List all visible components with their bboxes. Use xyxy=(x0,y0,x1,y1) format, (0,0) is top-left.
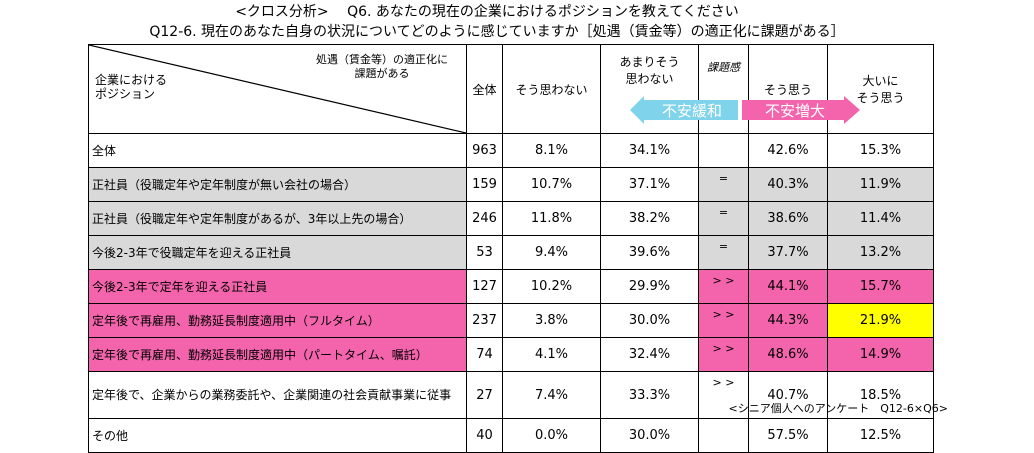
footnote: <シニア個人へのアンケート Q12-6×Q6> xyxy=(728,402,949,415)
row-col1: 10.7% xyxy=(502,167,601,202)
table-row: 正社員（役職定年や定年制度があるが、3年以上先の場合） 246 11.8% 38.2%… xyxy=(88,201,934,236)
row-total: 27 xyxy=(466,371,503,419)
table-row: 定年後で再雇用、勤務延長制度適用中（パートタイム、嘱託） 74 4.1% 32.4% >… xyxy=(88,337,934,372)
row-total: 237 xyxy=(466,303,503,338)
row-col4: 57.5% xyxy=(748,418,828,453)
row-label: 定年後で再雇用、勤務延長制度適用中（パートタイム、嘱託） xyxy=(88,337,467,372)
row-col4: 40.7% xyxy=(748,371,828,419)
row-col5: 14.9% xyxy=(827,337,934,372)
row-total: 963 xyxy=(466,133,503,168)
row-label: 今後2-3年で役職定年を迎える正社員 xyxy=(88,235,467,270)
row-label: 全体 xyxy=(88,133,467,168)
row-col1: 3.8% xyxy=(502,303,601,338)
arrow-overlay: 不安緩和 不安増大 xyxy=(630,96,860,124)
table-row: 定年後で再雇用、勤務延長制度適用中（フルタイム） 237 3.8% 30.0% > >4… xyxy=(88,303,934,338)
row-total: 74 xyxy=(466,337,503,372)
corner-bottom-line-1: 企業における xyxy=(95,73,168,87)
row-label: その他 xyxy=(88,418,467,453)
row-col2: 33.3% xyxy=(600,371,699,419)
row-comparison: > > xyxy=(698,269,749,304)
corner-bottom-label: 企業における ポジション xyxy=(95,73,167,101)
row-col5: 11.4% xyxy=(827,201,934,236)
table-row: 正社員（役職定年や定年制度が無い会社の場合） 159 10.7% 37.1% = 40.3… xyxy=(88,167,934,202)
row-total: 159 xyxy=(466,167,503,202)
row-comparison xyxy=(698,133,749,168)
row-col1: 7.4% xyxy=(502,371,601,419)
row-col2: 30.0% xyxy=(600,303,699,338)
row-col5: 15.7% xyxy=(827,269,934,304)
row-col2: 32.4% xyxy=(600,337,699,372)
title-line-2: Q12-6. 現在のあなた自身の状況についてどのように感じていますか［処遇（賃金… xyxy=(149,24,845,40)
row-total: 127 xyxy=(466,269,503,304)
right-arrow-label: 不安増大 xyxy=(765,102,825,120)
row-label: 正社員（役職定年や定年制度が無い会社の場合） xyxy=(88,167,467,202)
row-comparison: = xyxy=(698,167,749,202)
row-col2: 34.1% xyxy=(600,133,699,168)
row-col5: 11.9% xyxy=(827,167,934,202)
header-col1: そう思わない xyxy=(502,44,601,134)
row-col1: 8.1% xyxy=(502,133,601,168)
row-total: 53 xyxy=(466,235,503,270)
row-comparison: = xyxy=(698,235,749,270)
right-arrow xyxy=(742,96,860,124)
row-col4: 38.6% xyxy=(748,201,828,236)
row-label: 今後2-3年で定年を迎える正社員 xyxy=(88,269,467,304)
header-col2-line-1: あまりそう xyxy=(619,55,680,69)
row-col2: 38.2% xyxy=(600,201,699,236)
header-col2-line-2: 思わない xyxy=(625,72,674,86)
row-total: 246 xyxy=(466,201,503,236)
header-total: 全体 xyxy=(466,44,503,134)
cross-analysis-table: 処遇（賃金等）の適正化に 課題がある 企業における ポジション 全体 そう思わな… xyxy=(88,44,934,453)
row-comparison: = xyxy=(698,201,749,236)
row-col1: 11.8% xyxy=(502,201,601,236)
row-col5: 21.9% xyxy=(827,303,934,338)
table-row: 全体 963 8.1% 34.1% 42.6% 15.3% xyxy=(88,133,934,168)
row-col5: 12.5% xyxy=(827,418,934,453)
table-row: 定年後で、企業からの業務委託や、企業関連の社会貢献事業に従事 27 7.4% 33.3… xyxy=(88,371,934,419)
row-col1: 10.2% xyxy=(502,269,601,304)
row-col4: 48.6% xyxy=(748,337,828,372)
corner-top-label: 処遇（賃金等）の適正化に 課題がある xyxy=(316,53,448,81)
row-col1: 4.1% xyxy=(502,337,601,372)
row-col4: 44.1% xyxy=(748,269,828,304)
title-line-1: <クロス分析> Q6. あなたの現在の企業におけるポジションを教えてください xyxy=(235,4,739,20)
left-arrow-label: 不安緩和 xyxy=(662,102,722,120)
row-comparison: > > xyxy=(698,371,749,419)
row-col1: 9.4% xyxy=(502,235,601,270)
table-row: 今後2-3年で役職定年を迎える正社員 53 9.4% 39.6% = 37.7% 13.2% xyxy=(88,235,934,270)
table-row: その他 40 0.0% 30.0% 57.5% 12.5% xyxy=(88,418,934,453)
row-col4: 42.6% xyxy=(748,133,828,168)
row-total: 40 xyxy=(466,418,503,453)
header-col5-line-1: 大いに xyxy=(862,74,899,88)
row-col5: 18.5% xyxy=(827,371,934,419)
row-col1: 0.0% xyxy=(502,418,601,453)
row-col5: 13.2% xyxy=(827,235,934,270)
row-col4: 40.3% xyxy=(748,167,828,202)
row-comparison: > > xyxy=(698,303,749,338)
row-col5: 15.3% xyxy=(827,133,934,168)
row-label: 正社員（役職定年や定年制度があるが、3年以上先の場合） xyxy=(88,201,467,236)
row-col4: 37.7% xyxy=(748,235,828,270)
header-col5-line-2: そう思う xyxy=(856,91,905,105)
left-arrow xyxy=(630,96,738,124)
row-col2: 30.0% xyxy=(600,418,699,453)
corner-header: 処遇（賃金等）の適正化に 課題がある 企業における ポジション xyxy=(88,44,467,134)
row-col2: 37.1% xyxy=(600,167,699,202)
corner-top-line-1: 処遇（賃金等）の適正化に xyxy=(316,53,448,66)
row-label: 定年後で、企業からの業務委託や、企業関連の社会貢献事業に従事 xyxy=(88,371,467,419)
row-comparison: > > xyxy=(698,337,749,372)
row-col4: 44.3% xyxy=(748,303,828,338)
corner-bottom-line-2: ポジション xyxy=(95,87,156,101)
row-comparison xyxy=(698,418,749,453)
row-label: 定年後で再雇用、勤務延長制度適用中（フルタイム） xyxy=(88,303,467,338)
corner-top-line-2: 課題がある xyxy=(354,67,410,80)
table-row: 今後2-3年で定年を迎える正社員 127 10.2% 29.9% > >44.1% 15.… xyxy=(88,269,934,304)
row-col2: 39.6% xyxy=(600,235,699,270)
row-col2: 29.9% xyxy=(600,269,699,304)
diagonal-line xyxy=(89,45,466,133)
